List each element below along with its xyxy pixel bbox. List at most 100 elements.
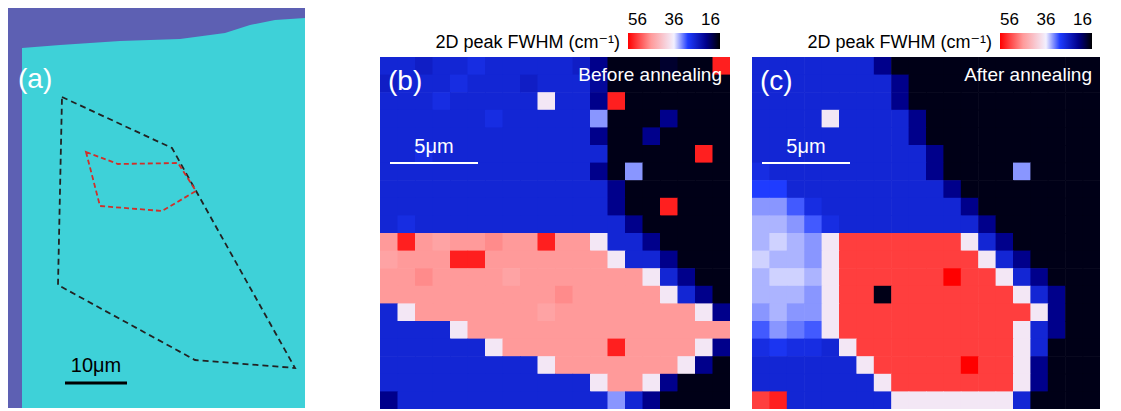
- heatmap-cell: [804, 251, 822, 269]
- heatmap-cell: [909, 251, 927, 269]
- heatmap-cell: [769, 374, 787, 392]
- heatmap-cell: [433, 374, 451, 392]
- heatmap-cell: [822, 57, 840, 75]
- heatmap-cell: [450, 198, 468, 216]
- heatmap-cell: [943, 268, 961, 286]
- heatmap-cell: [996, 339, 1014, 357]
- heatmap-cell: [752, 198, 770, 216]
- heatmap-cell: [590, 251, 608, 269]
- heatmap-cell: [643, 215, 661, 233]
- heatmap-cell: [1013, 321, 1031, 339]
- heatmap-cell: [468, 356, 486, 374]
- heatmap-cell: [660, 127, 678, 145]
- heatmap-cell: [485, 391, 503, 409]
- heatmap-cell: [503, 180, 521, 198]
- heatmap-cell: [822, 198, 840, 216]
- heatmap-cell: [538, 215, 556, 233]
- heatmap-cell: [573, 180, 591, 198]
- heatmap-cell: [398, 251, 416, 269]
- heatmap-cell: [926, 374, 944, 392]
- heatmap-cell: [538, 127, 556, 145]
- heatmap-cell: [996, 127, 1014, 145]
- heatmap-cell: [804, 110, 822, 128]
- heatmap-cell: [839, 233, 857, 251]
- heatmap-cell: [978, 127, 996, 145]
- panel-title: After annealing: [964, 64, 1092, 85]
- heatmap-cell: [891, 198, 909, 216]
- heatmap-cell: [590, 215, 608, 233]
- scale-bar-label: 5μm: [786, 135, 825, 157]
- heatmap-cell: [1083, 303, 1100, 321]
- heatmap-cell: [538, 356, 556, 374]
- heatmap-cell: [678, 198, 696, 216]
- heatmap-cell: [678, 163, 696, 181]
- heatmap-cell: [555, 303, 573, 321]
- heatmap-cell: [874, 57, 892, 75]
- heatmap-cell: [1083, 127, 1100, 145]
- heatmap-cell: [643, 321, 661, 339]
- heatmap-cell: [804, 198, 822, 216]
- heatmap-cell: [538, 339, 556, 357]
- heatmap-cell: [485, 75, 503, 93]
- heatmap-cell: [380, 356, 398, 374]
- heatmap-cell: [909, 127, 927, 145]
- heatmap-cell: [398, 215, 416, 233]
- heatmap-cell: [538, 251, 556, 269]
- heatmap-cell: [1013, 339, 1031, 357]
- heatmap-cell: [891, 215, 909, 233]
- heatmap-cell: [380, 321, 398, 339]
- heatmap-cell: [433, 57, 451, 75]
- heatmap-cell: [590, 180, 608, 198]
- heatmap-cell: [926, 251, 944, 269]
- heatmap-cell: [555, 339, 573, 357]
- heatmap-cell: [874, 286, 892, 304]
- heatmap-cell: [856, 391, 874, 409]
- heatmap-cell: [485, 268, 503, 286]
- heatmap-cell: [943, 92, 961, 110]
- heatmap-cell: [503, 321, 521, 339]
- heatmap-cell: [450, 321, 468, 339]
- heatmap-cell: [398, 110, 416, 128]
- heatmap-cell: [839, 339, 857, 357]
- heatmap-cell: [503, 57, 521, 75]
- heatmap-cell: [695, 145, 713, 163]
- heatmap-cell: [643, 374, 661, 392]
- heatmap-cell: [713, 145, 731, 163]
- heatmap-cell: [1013, 391, 1031, 409]
- heatmap-cell: [926, 198, 944, 216]
- heatmap-cell: [608, 180, 626, 198]
- heatmap-cell: [398, 127, 416, 145]
- heatmap-cell: [839, 57, 857, 75]
- heatmap-cell: [839, 374, 857, 392]
- heatmap-cell: [555, 75, 573, 93]
- heatmap-cell: [643, 286, 661, 304]
- heatmap-cell: [1013, 163, 1031, 181]
- heatmap-cell: [415, 251, 433, 269]
- heatmap-cell: [996, 321, 1014, 339]
- heatmap-cell: [625, 233, 643, 251]
- heatmap-cell: [839, 303, 857, 321]
- heatmap-cell: [520, 75, 538, 93]
- heatmap-cell: [468, 374, 486, 392]
- heatmap-cell: [874, 339, 892, 357]
- heatmap-cell: [926, 92, 944, 110]
- heatmap-cell: [695, 198, 713, 216]
- heatmap-cell: [660, 145, 678, 163]
- heatmap-cell: [822, 356, 840, 374]
- heatmap-cell: [450, 92, 468, 110]
- heatmap-cell: [769, 321, 787, 339]
- panel-label: (a): [18, 63, 52, 94]
- heatmap-cell: [415, 391, 433, 409]
- heatmap-cell: [804, 339, 822, 357]
- heatmap-cell: [978, 92, 996, 110]
- heatmap-cell: [520, 215, 538, 233]
- heatmap-cell: [752, 145, 770, 163]
- heatmap-cell: [643, 163, 661, 181]
- heatmap-cell: [1083, 321, 1100, 339]
- heatmap-cell: [555, 145, 573, 163]
- heatmap-cell: [769, 127, 787, 145]
- heatmap-cell: [625, 92, 643, 110]
- heatmap-cell: [1013, 303, 1031, 321]
- heatmap-cell: [978, 321, 996, 339]
- colorbar-gradient: [628, 33, 720, 49]
